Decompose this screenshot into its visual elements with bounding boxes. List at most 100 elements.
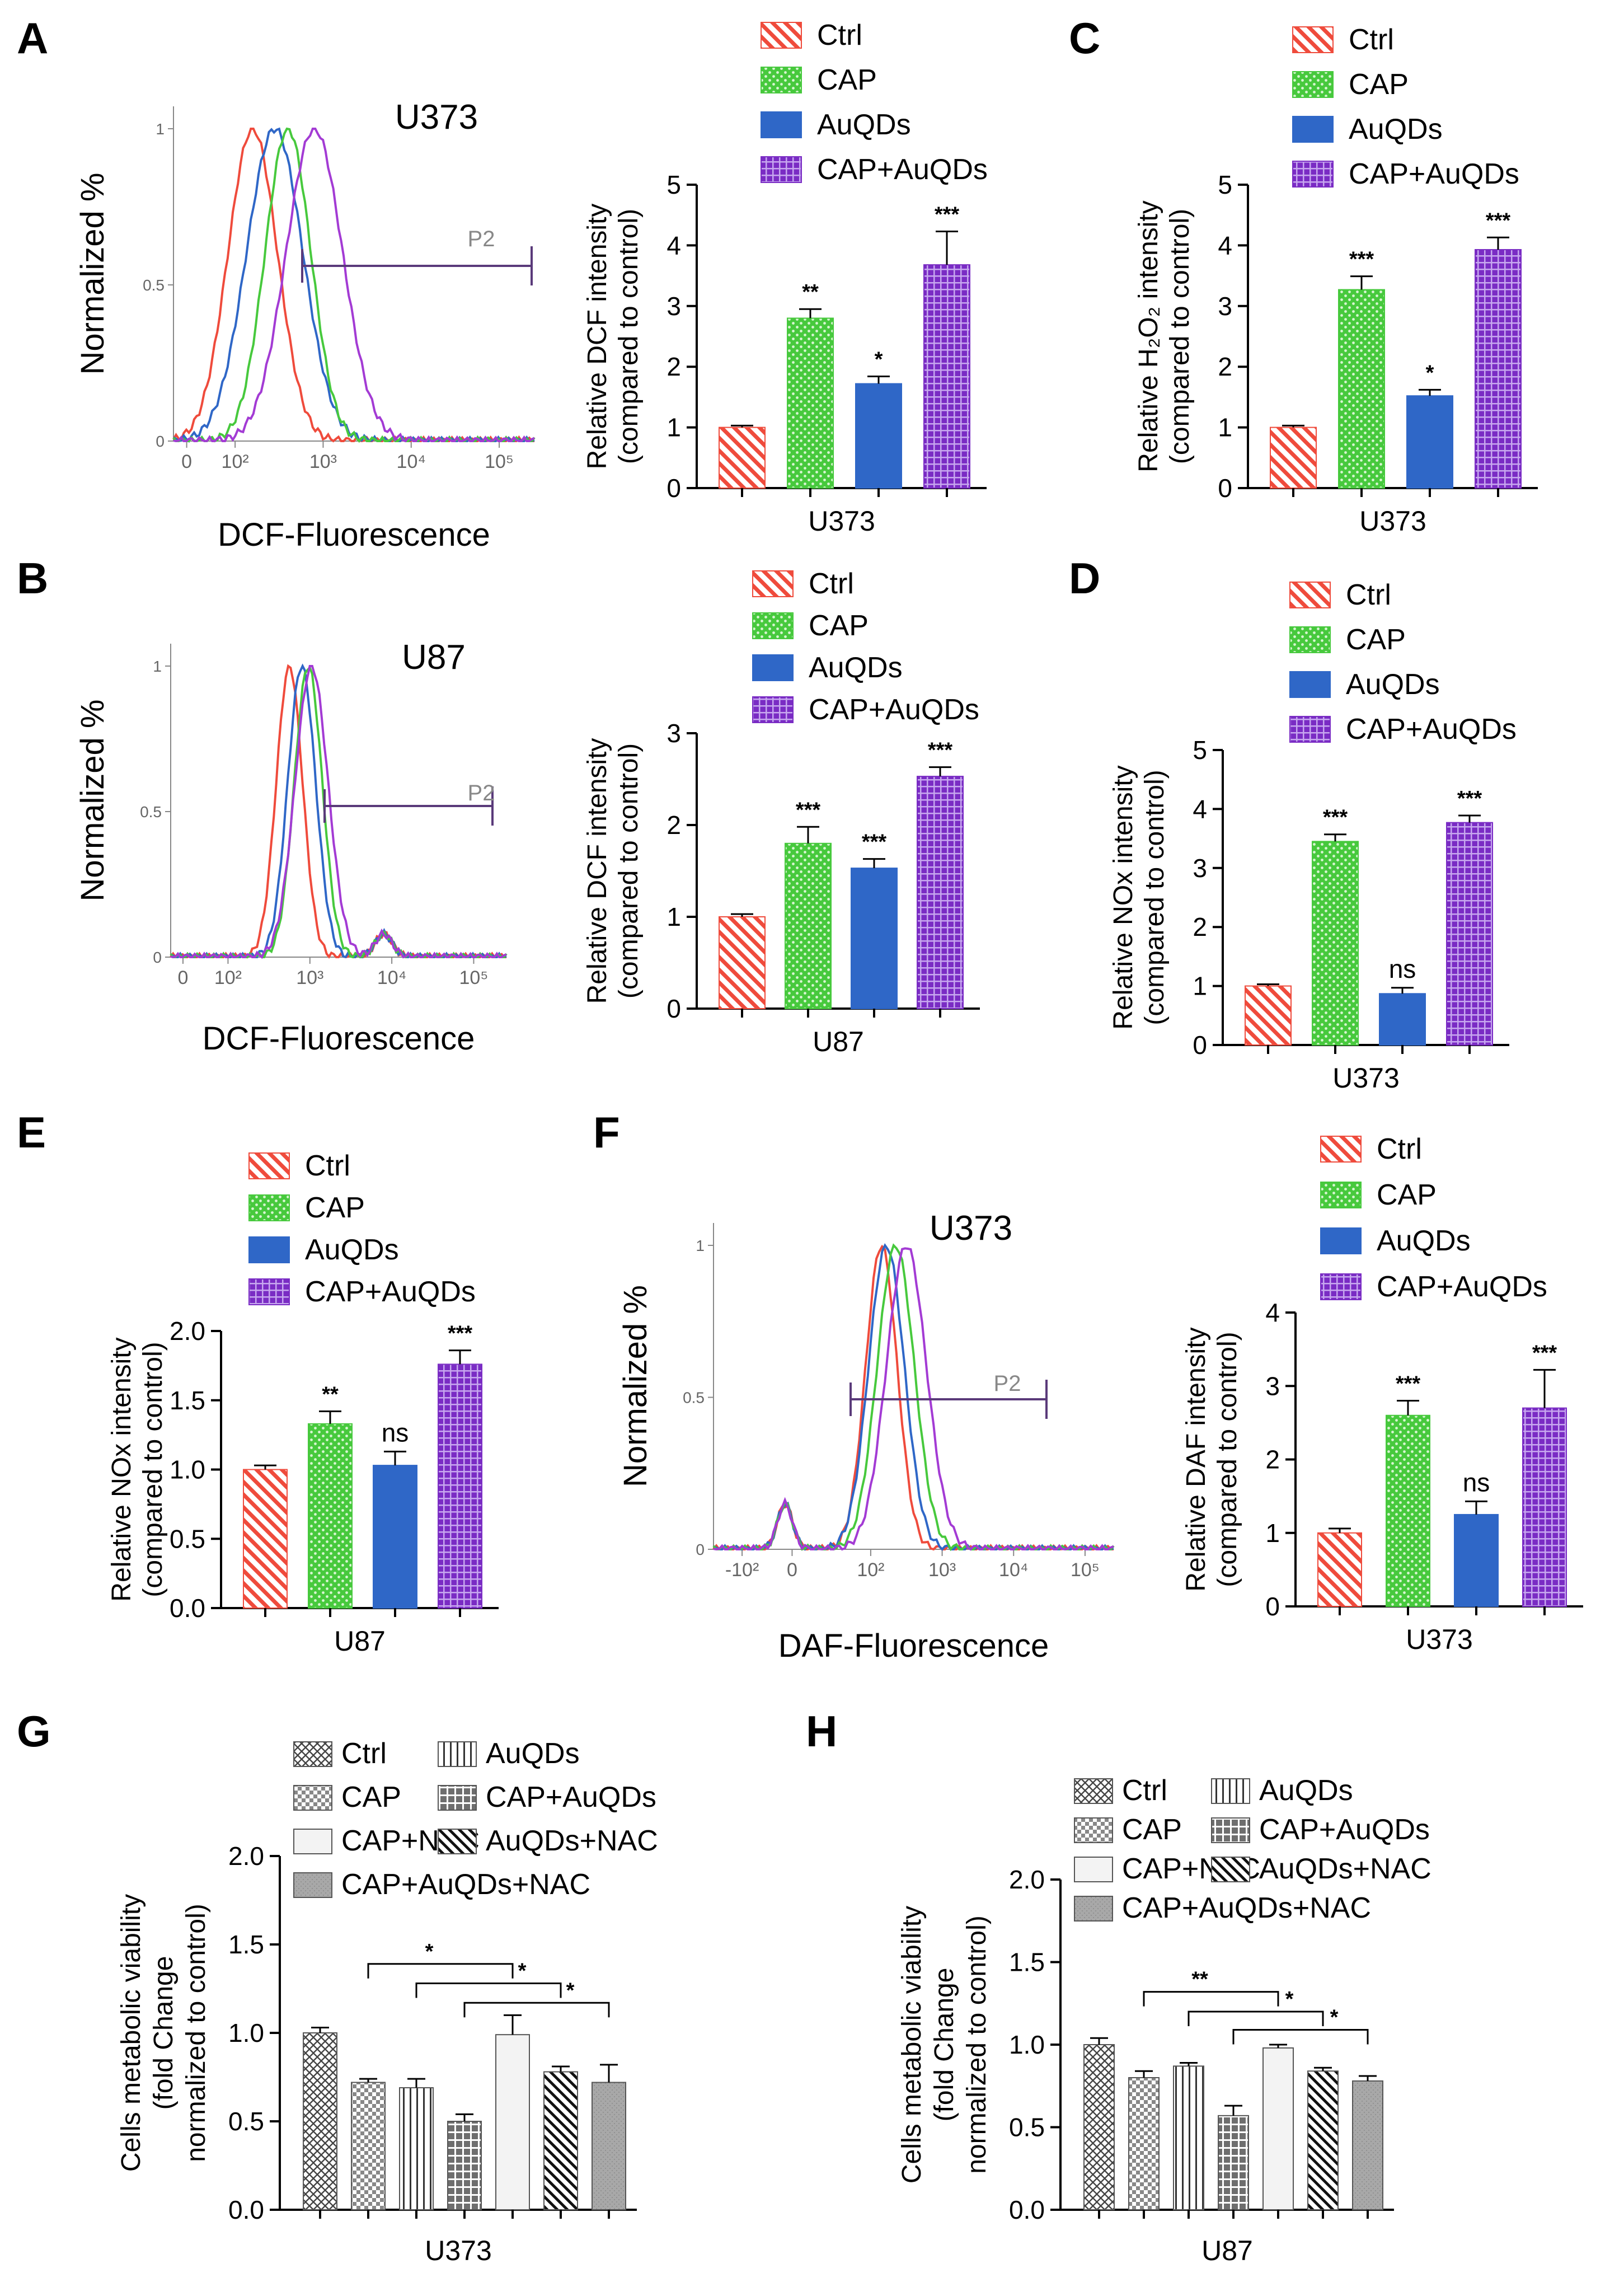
significance-label: * xyxy=(1285,1988,1294,2011)
panel-label-f: F xyxy=(593,1108,620,1157)
y-tick-label: 0 xyxy=(1265,1592,1280,1621)
chart-F_bar: 0 1 2 3 4 Relative DAF intensity(compared to … xyxy=(1181,1133,1583,1655)
histogram-cap xyxy=(172,127,536,443)
y-tick-label: 2 xyxy=(667,810,681,840)
legend-label: Ctrl xyxy=(1346,579,1391,611)
y-axis-label-line: Relative H₂O₂ intensity xyxy=(1134,200,1163,472)
legend-swatch xyxy=(1320,1182,1362,1208)
legend-swatch xyxy=(752,654,794,681)
bar-auqds xyxy=(399,2087,434,2210)
y-tick-label: 1.5 xyxy=(1009,1948,1045,1977)
gate-label: P2 xyxy=(994,1371,1021,1396)
legend-label: CAP+AuQDs+NAC xyxy=(1122,1892,1371,1924)
histogram-auqds xyxy=(713,1243,1114,1551)
bar-auqds xyxy=(851,868,898,1009)
x-tick-label: -10² xyxy=(725,1559,759,1581)
x-tick-label: 10⁵ xyxy=(1071,1559,1100,1581)
significance-label: ** xyxy=(1191,1968,1208,1991)
legend-label: CAP+AuQDs xyxy=(1259,1813,1430,1846)
significance-label: ns xyxy=(382,1418,409,1447)
y-tick-label: 0.5 xyxy=(140,803,162,821)
y-tick-label: 3 xyxy=(667,292,681,321)
chart-A_flow: 0 0.5 1 0 10² 10³ 10⁴ 10⁵ P2 U373 DCF-Fluorescence… xyxy=(74,98,536,553)
legend-swatch xyxy=(1289,716,1331,743)
y-tick-label: 3 xyxy=(667,719,681,748)
bar-auqds xyxy=(1406,395,1453,489)
y-tick-label: 1 xyxy=(1193,972,1207,1001)
y-tick-label: 1 xyxy=(1265,1519,1280,1548)
significance-bracket xyxy=(1188,2011,1324,2026)
significance-label: *** xyxy=(1457,787,1482,810)
legend-label: CAP xyxy=(1346,624,1406,656)
legend-swatch xyxy=(761,67,802,93)
histogram-auqds xyxy=(173,127,535,443)
legend-label: AuQDs xyxy=(1377,1225,1471,1257)
legend-swatch xyxy=(1211,1778,1250,1804)
significance-bracket xyxy=(367,1963,514,1979)
y-tick-label: 2 xyxy=(667,352,681,381)
histogram-auqds xyxy=(170,663,507,959)
bar-cap xyxy=(1312,841,1359,1046)
x-tick-label: 0 xyxy=(177,967,188,988)
y-axis-label-line: Relative DCF intensity xyxy=(583,204,612,470)
y-tick-label: 5 xyxy=(1218,170,1232,199)
histogram-cap xyxy=(170,665,508,959)
legend-swatch xyxy=(1289,671,1331,698)
x-tick-label: 10³ xyxy=(928,1559,956,1581)
y-tick-label: 0 xyxy=(1193,1030,1207,1060)
legend-swatch xyxy=(761,111,802,138)
y-tick-label: 0.5 xyxy=(1009,2113,1045,2142)
panel-label-g: G xyxy=(17,1707,51,1756)
y-axis-label: Cells metabolic viability (fold Change nor… xyxy=(897,1906,992,2183)
x-axis-label: U373 xyxy=(808,505,875,537)
legend-swatch xyxy=(438,1785,477,1811)
y-axis-label: Normalized % xyxy=(617,1285,654,1487)
significance-label: ns xyxy=(1463,1468,1490,1497)
bar-cap-auqds xyxy=(1446,822,1493,1046)
bar-cap xyxy=(1386,1414,1430,1607)
bar-cap-auqds xyxy=(923,264,970,489)
bar-ctrl xyxy=(719,916,766,1009)
bar-ctrl xyxy=(243,1469,288,1609)
chart-title: U373 xyxy=(395,98,478,137)
legend-label: AuQDs xyxy=(305,1234,399,1266)
legend-label: AuQDs xyxy=(809,652,903,684)
legend-label: AuQDs+NAC xyxy=(1259,1853,1431,1885)
legend-swatch xyxy=(1320,1273,1362,1300)
x-tick-label: 10² xyxy=(857,1559,884,1581)
y-tick-label: 0.5 xyxy=(228,2107,264,2136)
y-axis-label-line: normalized to control) xyxy=(181,1904,211,2162)
legend-label: AuQDs+NAC xyxy=(486,1825,658,1857)
bar-auqds xyxy=(1379,993,1426,1046)
bar-auqds xyxy=(373,1465,417,1609)
significance-label: *** xyxy=(862,831,887,854)
y-axis-label-line: Cells metabolic viability xyxy=(897,1906,927,2183)
bar-ctrl xyxy=(1083,2044,1115,2210)
bar-auqds xyxy=(1454,1513,1499,1607)
histogram-ctrl xyxy=(170,664,506,959)
legend-label: CAP+AuQDs xyxy=(809,693,979,726)
y-tick-label: 0.0 xyxy=(228,2195,264,2224)
legend-swatch xyxy=(1074,1896,1113,1922)
histogram-ctrl xyxy=(172,128,534,443)
bar-ctrl xyxy=(303,2032,337,2210)
bar-cap-auqds xyxy=(1522,1407,1567,1607)
chart-title: U373 xyxy=(930,1209,1012,1248)
significance-label: *** xyxy=(1323,806,1348,829)
bar-cap-nac xyxy=(1262,2047,1294,2210)
legend-swatch xyxy=(761,156,802,183)
significance-label: *** xyxy=(796,798,821,822)
histogram-cap-auqds xyxy=(713,1247,1114,1551)
legend-label: AuQDs xyxy=(1259,1774,1353,1807)
y-tick-label: 0.5 xyxy=(170,1524,205,1553)
y-tick-label: 1.5 xyxy=(170,1386,205,1415)
y-axis-label: Relative DAF intensity(compared to contr… xyxy=(1181,1327,1242,1591)
chart-B_flow: 0 0.5 1 0 10² 10³ 10⁴ 10⁵ P2 U87 DCF-Fluorescence N… xyxy=(74,638,508,1057)
legend-swatch xyxy=(248,1236,290,1263)
y-tick-label: 0 xyxy=(153,949,162,966)
panel-label-d: D xyxy=(1069,554,1100,603)
legend-swatch xyxy=(438,1829,477,1854)
legend-label: CAP xyxy=(305,1192,365,1224)
